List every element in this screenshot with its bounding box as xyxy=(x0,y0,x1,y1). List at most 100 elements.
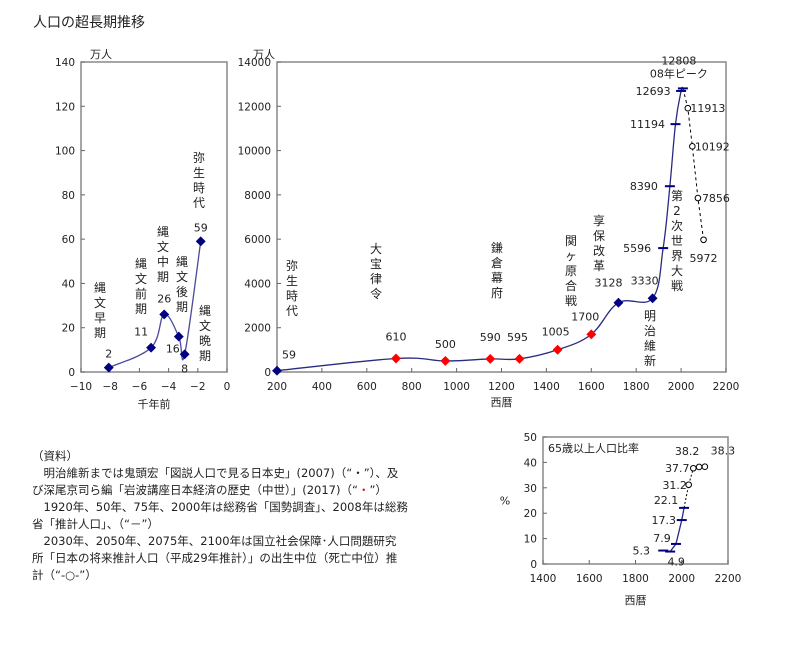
period-label-char: 弥 xyxy=(193,150,205,165)
event-label-char: 関 xyxy=(565,234,577,248)
x-tick-label: 1200 xyxy=(488,381,515,393)
event-label-char: 時 xyxy=(286,289,298,303)
event-label-char: 2 xyxy=(673,204,681,218)
population-line xyxy=(276,86,684,372)
y-tick-label: 20 xyxy=(524,508,537,520)
data-label: 4.9 xyxy=(667,556,685,569)
period-label-char: 生 xyxy=(193,166,205,180)
y-tick-label: 120 xyxy=(55,101,75,113)
data-label: 11194 xyxy=(630,118,665,131)
x-tick-label: 0 xyxy=(224,381,231,393)
period-label-char: 早 xyxy=(94,311,106,325)
data-point xyxy=(514,353,525,364)
x-tick-label: 1800 xyxy=(623,381,650,393)
notes-line: 計（“-○-”） xyxy=(32,568,97,582)
period-label-char: 前 xyxy=(135,286,147,301)
data-point xyxy=(391,353,401,364)
y-tick-label: 20 xyxy=(62,323,75,335)
x-tick-label: 2200 xyxy=(715,573,742,585)
data-point xyxy=(586,329,597,340)
peak-annotation: 08年ピーク xyxy=(650,66,708,80)
data-label: 16 xyxy=(166,343,180,356)
x-tick-label: −4 xyxy=(161,381,177,393)
y-tick-label: 100 xyxy=(55,146,75,158)
period-label-char: 縄 xyxy=(176,254,188,269)
period-label-char: 縄 xyxy=(135,256,147,271)
event-label-char: 律 xyxy=(370,272,382,286)
x-tick-label: 1600 xyxy=(576,573,603,585)
data-point xyxy=(485,353,496,364)
period-label-char: 文 xyxy=(199,318,211,333)
data-label: 8 xyxy=(181,362,188,375)
data-label: 26 xyxy=(157,292,171,305)
data-label: 590 xyxy=(480,331,501,344)
source-notes: （資料） 明治維新までは鬼頭宏「図説人口で見る日本史」(2007)（“・”）、及… xyxy=(32,448,472,584)
data-point xyxy=(694,194,702,202)
period-label-char: 縄 xyxy=(157,224,169,239)
data-label: 2 xyxy=(105,348,112,361)
x-tick-label: −8 xyxy=(102,381,117,393)
period-label-char: 文 xyxy=(135,271,147,286)
red-dot-marker: ・ xyxy=(357,483,370,497)
event-label-char: 戦 xyxy=(565,294,577,308)
y-tick-label: 12000 xyxy=(238,101,271,113)
y-axis-title: % xyxy=(500,495,510,508)
x-tick-label: 400 xyxy=(312,381,332,393)
data-point xyxy=(552,344,563,355)
period-label-char: 縄 xyxy=(94,280,106,295)
x-tick-label: 1000 xyxy=(443,381,470,393)
y-tick-label: 140 xyxy=(55,57,75,69)
event-label-char: 革 xyxy=(593,259,605,273)
data-label: 11913 xyxy=(690,102,725,115)
data-label: 11 xyxy=(134,326,148,339)
event-label-char: 幕 xyxy=(491,271,503,285)
data-label: 59 xyxy=(282,349,296,362)
y-tick-label: 6000 xyxy=(244,234,271,246)
event-label-char: 戦 xyxy=(671,279,683,293)
event-label-char: 新 xyxy=(644,353,656,368)
data-point xyxy=(647,293,658,304)
data-label: 595 xyxy=(507,331,528,344)
event-label-char: ヶ xyxy=(565,249,577,263)
x-tick-label: −10 xyxy=(70,381,92,393)
x-tick-label: 600 xyxy=(357,381,377,393)
period-label-char: 文 xyxy=(94,295,106,310)
data-label: 1005 xyxy=(542,326,570,339)
data-label: 8390 xyxy=(630,180,658,193)
data-label: 5596 xyxy=(623,242,651,255)
x-tick-label: −2 xyxy=(190,381,205,393)
x-tick-label: 2200 xyxy=(713,381,740,393)
y-tick-label: 10000 xyxy=(238,146,271,158)
x-tick-label: 1600 xyxy=(578,381,605,393)
data-label: 7.9 xyxy=(653,532,671,545)
data-point xyxy=(684,104,692,112)
data-label: 12693 xyxy=(636,85,671,98)
y-tick-label: 40 xyxy=(62,278,75,290)
y-tick-label: 40 xyxy=(524,457,537,469)
x-tick-label: 200 xyxy=(267,381,287,393)
data-point xyxy=(700,236,707,244)
event-label-char: 次 xyxy=(671,219,683,233)
x-tick-label: 1400 xyxy=(533,381,560,393)
data-label: 37.7 xyxy=(665,462,690,475)
x-tick-label: 2000 xyxy=(668,573,695,585)
event-label-char: 府 xyxy=(491,285,503,300)
notes-line: 省「推計人口」、（“－”） xyxy=(32,517,159,531)
data-label: 38.2 xyxy=(675,445,700,458)
data-point xyxy=(613,297,624,308)
x-axis-title: 西暦 xyxy=(491,396,513,409)
data-point xyxy=(695,463,703,471)
x-tick-label: 2000 xyxy=(668,381,695,393)
notes-line: 1920年、50年、75年、2000年は総務省「国勢調査」、2008年は総務 xyxy=(32,500,408,514)
period-label-char: 文 xyxy=(176,269,188,284)
data-point xyxy=(689,143,696,150)
data-label: 610 xyxy=(385,330,406,343)
